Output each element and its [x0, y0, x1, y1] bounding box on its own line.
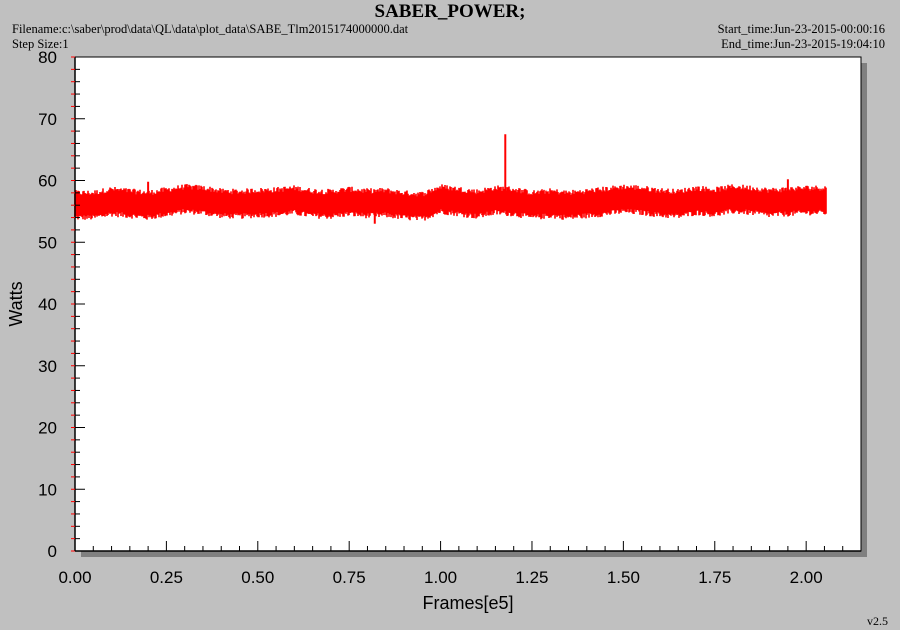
x-tick-label: 2.00 [790, 568, 823, 587]
x-tick-label: 0.00 [58, 568, 91, 587]
x-tick-label: 1.25 [515, 568, 548, 587]
x-tick-label: 1.75 [698, 568, 731, 587]
plot-area [74, 56, 862, 552]
version-label: v2.5 [867, 614, 888, 628]
x-tick-label: 0.25 [150, 568, 183, 587]
x-tick-label: 1.50 [607, 568, 640, 587]
x-axis-label: Frames[e5] [422, 593, 513, 613]
y-tick-label: 40 [38, 295, 57, 314]
y-tick-label: 80 [38, 48, 57, 67]
filename-text: Filename:c:\saber\prod\data\QL\data\plot… [12, 22, 409, 36]
axis-layer: 0 10 20 30 40 50 60 70 80 0.00 0.25 0.50 0.75 1.00 1.2… [38, 48, 861, 587]
y-tick-label: 20 [38, 419, 57, 438]
x-tick-label: 1.00 [424, 568, 457, 587]
y-tick-label: 60 [38, 172, 57, 191]
chart-title: SABER_POWER; [374, 1, 526, 22]
y-tick-label: 0 [48, 542, 57, 561]
y-tick-label: 30 [38, 357, 57, 376]
x-tick-label: 0.75 [333, 568, 366, 587]
y-tick-label: 70 [38, 110, 57, 129]
start-time-text: Start_time:Jun-23-2015-00:00:16 [717, 22, 885, 36]
y-axis-label: Watts [6, 281, 26, 326]
y-tick-label: 50 [38, 233, 57, 252]
y-tick-label: 10 [38, 480, 57, 499]
x-tick-label: 0.50 [241, 568, 274, 587]
step-size-text: Step Size:1 [12, 37, 69, 51]
end-time-text: End_time:Jun-23-2015-19:04:10 [721, 37, 885, 51]
